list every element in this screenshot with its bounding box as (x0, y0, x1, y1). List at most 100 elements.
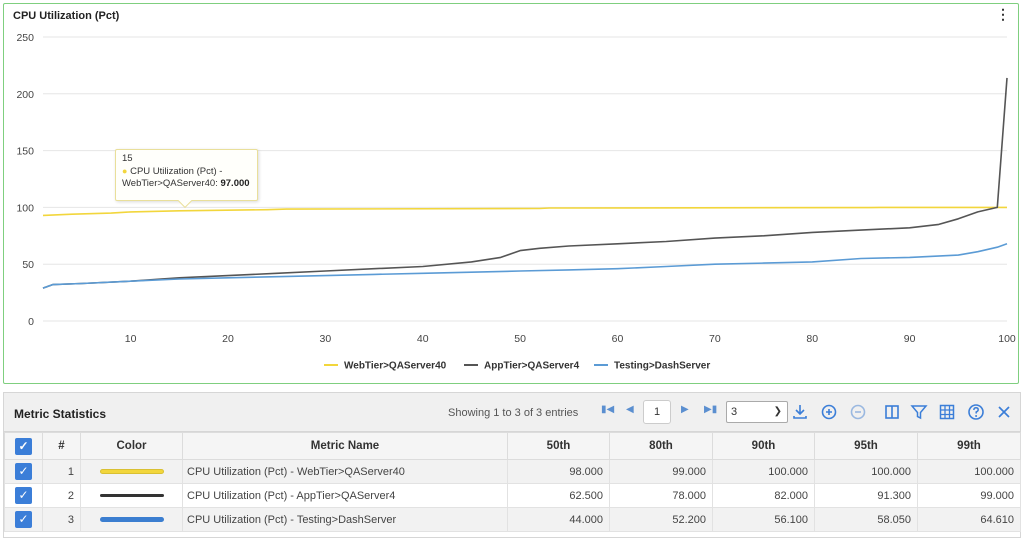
line-chart: 0 50 100 150 200 250 10 20 30 40 50 60 70 80 90 100 WebT… (16, 32, 1016, 372)
column-header-99th[interactable]: 99th (917, 432, 1021, 460)
page-size-select[interactable]: 3 ❯ (726, 401, 788, 423)
row-p90: 100.000 (712, 459, 815, 484)
x-tick-label: 10 (125, 333, 137, 345)
checkbox-checked-icon: ✓ (15, 463, 32, 480)
stats-toolbar: Metric Statistics Showing 1 to 3 of 3 en… (4, 393, 1020, 432)
x-tick-label: 30 (320, 333, 332, 345)
row-metric-name: CPU Utilization (Pct) - WebTier>QAServer… (182, 459, 508, 484)
stats-title: Metric Statistics (14, 407, 107, 421)
select-all-checkbox[interactable]: ✓ (4, 432, 43, 460)
metric-statistics-panel: Metric Statistics Showing 1 to 3 of 3 en… (3, 392, 1021, 538)
row-p80: 52.200 (609, 507, 713, 532)
tooltip-dot-icon: ● (122, 166, 128, 176)
row-metric-name: CPU Utilization (Pct) - AppTier>QAServer… (182, 483, 508, 508)
chart-panel: 0 50 100 150 200 250 10 20 30 40 50 60 70 80 90 100 WebT… (3, 3, 1019, 384)
row-p80: 78.000 (609, 483, 713, 508)
column-header-95th[interactable]: 95th (814, 432, 918, 460)
table-grid-icon[interactable] (937, 402, 957, 422)
last-page-icon[interactable]: ▶▮ (704, 404, 718, 415)
row-p95: 58.050 (814, 507, 918, 532)
color-swatch (99, 494, 164, 498)
table-row[interactable]: ✓ 1 CPU Utilization (Pct) - WebTier>QASe… (4, 459, 1021, 484)
help-icon[interactable] (966, 402, 986, 422)
row-color (80, 459, 183, 484)
page-number-input[interactable]: 1 (643, 400, 671, 424)
x-tick-label: 20 (222, 333, 234, 345)
row-color (80, 483, 183, 508)
row-p99: 100.000 (917, 459, 1021, 484)
row-p90: 82.000 (712, 483, 815, 508)
row-index: 3 (42, 507, 81, 532)
close-icon[interactable] (994, 402, 1014, 422)
y-tick-label: 100 (16, 202, 34, 214)
row-p50: 98.000 (507, 459, 610, 484)
legend-label: Testing>DashServer (614, 361, 710, 372)
tooltip-value: 97.000 (220, 178, 250, 189)
series-line-1 (42, 77, 1008, 289)
y-tick-label: 0 (28, 316, 34, 328)
row-p90: 56.100 (712, 507, 815, 532)
y-tick-label: 150 (16, 146, 34, 158)
row-color (80, 507, 183, 532)
tooltip-line2: WebTier>QAServer40: (122, 178, 221, 189)
more-options-icon[interactable]: ⋮ (996, 6, 1010, 22)
next-page-icon[interactable]: ▶ (681, 404, 689, 415)
column-header-90th[interactable]: 90th (712, 432, 815, 460)
y-tick-label: 50 (22, 259, 34, 271)
entries-info: Showing 1 to 3 of 3 entries (448, 407, 579, 419)
download-icon[interactable] (790, 402, 810, 422)
column-header-80th[interactable]: 80th (609, 432, 713, 460)
first-page-icon[interactable]: ▮◀ (601, 404, 615, 415)
zoom-out-icon[interactable] (848, 402, 868, 422)
table-row[interactable]: ✓ 2 CPU Utilization (Pct) - AppTier>QASe… (4, 483, 1021, 508)
row-index: 1 (42, 459, 81, 484)
table-header-row: ✓ # Color Metric Name 50th 80th 90th 95t… (4, 432, 1021, 460)
filter-icon[interactable] (909, 402, 929, 422)
row-checkbox[interactable]: ✓ (4, 459, 43, 484)
row-metric-name: CPU Utilization (Pct) - Testing>DashServ… (182, 507, 508, 532)
tooltip-line1: CPU Utilization (Pct) - (130, 166, 223, 177)
chart-title: CPU Utilization (Pct) (13, 10, 120, 22)
series-line-2 (42, 243, 1008, 289)
x-tick-label: 90 (904, 333, 916, 345)
row-p50: 44.000 (507, 507, 610, 532)
x-tick-label: 80 (806, 333, 818, 345)
series-line-0 (42, 206, 1007, 217)
chart-tooltip: 15 ● CPU Utilization (Pct) - WebTier>QAS… (115, 149, 258, 209)
tooltip-series: ● CPU Utilization (Pct) - (122, 165, 251, 178)
checkbox-checked-icon: ✓ (15, 487, 32, 504)
x-tick-label: 70 (709, 333, 721, 345)
row-checkbox[interactable]: ✓ (4, 507, 43, 532)
x-tick-label: 60 (612, 333, 624, 345)
legend-label: AppTier>QAServer4 (484, 361, 580, 372)
color-swatch (99, 517, 164, 523)
checkbox-checked-icon: ✓ (15, 511, 32, 528)
x-tick-label: 50 (514, 333, 526, 345)
column-header-index[interactable]: # (42, 432, 81, 460)
checkbox-checked-icon: ✓ (15, 437, 32, 455)
page-size-value: 3 (731, 406, 738, 418)
column-header-color[interactable]: Color (80, 432, 183, 460)
column-header-metric-name[interactable]: Metric Name (182, 432, 508, 460)
previous-page-icon[interactable]: ◀ (626, 404, 634, 415)
row-p50: 62.500 (507, 483, 610, 508)
row-p99: 99.000 (917, 483, 1021, 508)
y-tick-label: 250 (16, 32, 34, 44)
row-index: 2 (42, 483, 81, 508)
zoom-in-icon[interactable] (819, 402, 839, 422)
row-p95: 91.300 (814, 483, 918, 508)
column-header-50th[interactable]: 50th (507, 432, 610, 460)
metric-statistics-table: ✓ # Color Metric Name 50th 80th 90th 95t… (4, 432, 1021, 532)
legend-label: WebTier>QAServer40 (344, 361, 447, 372)
columns-icon[interactable] (882, 402, 902, 422)
x-tick-label: 100 (998, 333, 1016, 345)
row-p95: 100.000 (814, 459, 918, 484)
color-swatch (99, 469, 164, 475)
tooltip-x: 15 (122, 153, 133, 164)
row-p80: 99.000 (609, 459, 713, 484)
tooltip-value-line: WebTier>QAServer40: 97.000 (122, 178, 251, 190)
table-row[interactable]: ✓ 3 CPU Utilization (Pct) - Testing>Dash… (4, 507, 1021, 532)
y-tick-label: 200 (16, 89, 34, 101)
chevron-down-icon: ❯ (773, 406, 782, 417)
row-checkbox[interactable]: ✓ (4, 483, 43, 508)
